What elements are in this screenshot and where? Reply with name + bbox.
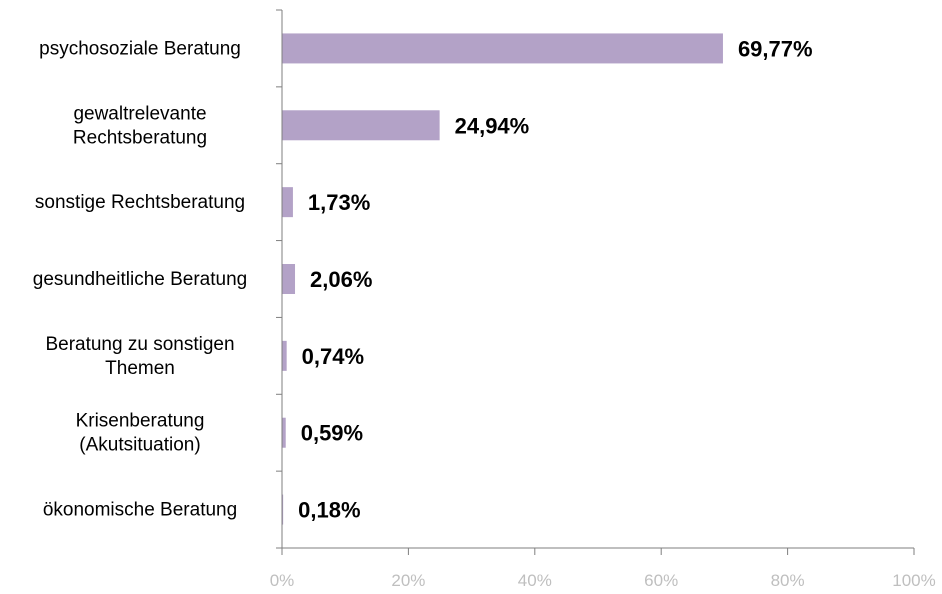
bars-group	[282, 33, 723, 525]
x-tick-label: 100%	[892, 571, 935, 590]
x-tick-label: 40%	[518, 571, 552, 590]
x-tick-label: 80%	[771, 571, 805, 590]
value-label: 24,94%	[455, 113, 530, 138]
value-label: 0,18%	[298, 498, 360, 523]
category-label: Beratung zu sonstigen Themen	[45, 334, 234, 379]
category-label: ökonomische Beratung	[43, 500, 237, 521]
x-tick-label: 0%	[270, 571, 295, 590]
category-label: Krisenberatung (Akutsituation)	[76, 411, 205, 456]
bar-4	[282, 264, 296, 294]
value-label: 0,74%	[302, 344, 364, 369]
value-label: 69,77%	[738, 36, 813, 61]
value-labels-group: 69,77% 24,94% 1,73% 2,06% 0,74% 0,59% 0,18%	[298, 36, 812, 522]
x-tick-label: 60%	[644, 571, 678, 590]
category-label: sonstige Rechtsberatung	[35, 192, 245, 213]
x-tick-labels-group: 0% 20% 40% 60% 80% 100%	[270, 571, 936, 590]
value-label: 1,73%	[308, 190, 370, 215]
category-label: psychosoziale Beratung	[39, 38, 241, 59]
category-label: gesundheitliche Beratung	[33, 269, 247, 290]
value-label: 0,59%	[301, 421, 363, 446]
bar-2	[282, 110, 440, 141]
bar-7	[282, 494, 284, 525]
axes-group	[276, 9, 915, 555]
bar-6	[282, 417, 286, 448]
value-label: 2,06%	[310, 267, 372, 292]
category-labels-group: psychosoziale Beratung gewaltrelevante Rec…	[33, 38, 247, 520]
x-tick-label: 20%	[391, 571, 425, 590]
bar-3	[282, 187, 293, 218]
bar-1	[282, 33, 723, 64]
category-label: gewaltrelevante Rechtsberatung	[73, 103, 207, 148]
bar-5	[282, 340, 287, 371]
